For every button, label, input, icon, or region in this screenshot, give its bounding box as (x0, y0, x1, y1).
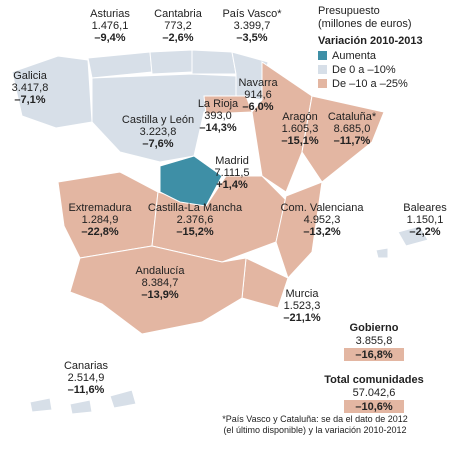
legend: Presupuesto (millones de euros) Variació… (318, 5, 423, 90)
region-budget: 1.523,3 (284, 300, 321, 312)
regions (11, 49, 429, 415)
region-change: –13,9% (141, 289, 179, 301)
cataluna (301, 95, 385, 183)
region-budget: 1.284,9 (82, 214, 119, 226)
total-change: –16,8% (355, 349, 393, 361)
region-name: La Rioja (198, 98, 239, 110)
region-change: –21,1% (283, 312, 321, 324)
region-change: +1,4% (216, 179, 248, 191)
total-name: Total comunidades (324, 374, 423, 386)
legend-change-title: Variación 2010-2013 (318, 35, 423, 47)
region-name: Baleares (403, 202, 447, 214)
region-budget: 4.952,3 (304, 214, 341, 226)
pais-vasco (191, 49, 237, 75)
region-budget: 1.150,1 (407, 214, 444, 226)
region-budget: 3.417,8 (12, 82, 49, 94)
canarias (29, 397, 53, 413)
baleares (397, 225, 429, 247)
legend-item: Aumenta (332, 50, 377, 62)
region-name: Castilla y León (122, 114, 194, 126)
region-change: –7,6% (142, 138, 173, 150)
region-change: –2,6% (162, 32, 193, 44)
region-name: Extremadura (69, 202, 133, 214)
region-change: –9,4% (94, 32, 125, 44)
region-budget: 1.605,3 (282, 123, 319, 135)
region-change: –2,2% (409, 226, 440, 238)
region-change: –11,7% (334, 135, 371, 147)
region-name: Galicia (13, 70, 48, 82)
region-name: Cantabria (154, 8, 203, 20)
region-name: Cataluña* (328, 111, 377, 123)
baleares-2 (375, 247, 389, 259)
total-change-bg (344, 348, 404, 361)
asturias (87, 51, 153, 79)
region-change: –3,5% (236, 32, 267, 44)
legend-item: De 0 a –10% (332, 64, 396, 76)
region-budget: 393,0 (204, 110, 232, 122)
legend-swatch (318, 51, 327, 60)
legend-budget-title: (millones de euros) (318, 18, 412, 30)
total-budget: 57.042,6 (353, 387, 396, 399)
total-budget: 3.855,8 (356, 335, 393, 347)
region-name: Com. Valenciana (281, 202, 365, 214)
region-name: Canarias (64, 360, 109, 372)
region-budget: 914,6 (244, 89, 272, 101)
region-name: Madrid (215, 155, 249, 167)
region-name: País Vasco* (222, 8, 282, 20)
region-name: Murcia (285, 288, 319, 300)
region-name: Castilla-La Mancha (148, 202, 243, 214)
com-valenciana (275, 181, 323, 279)
region-budget: 3.223,8 (140, 126, 177, 138)
footnote: (el último disponible) y la variación 20… (223, 425, 406, 435)
region-budget: 7.111,5 (214, 167, 249, 179)
navarra (231, 51, 269, 101)
madrid (159, 155, 223, 207)
castilla-leon (91, 73, 237, 163)
cantabria (149, 49, 193, 75)
region-budget: 8.685,0 (334, 123, 371, 135)
footnote: *País Vasco y Cataluña: se da el dato de… (222, 414, 407, 424)
region-budget: 2.514,9 (68, 372, 105, 384)
region-change: –22,8% (81, 226, 119, 238)
region-change: –13,2% (303, 226, 341, 238)
murcia (241, 257, 289, 309)
region-change: –14,3% (199, 122, 237, 134)
total-change: –10,6% (355, 401, 393, 413)
region-change: –11,6% (68, 384, 105, 396)
canarias-3 (109, 389, 137, 409)
region-change: –15,1% (281, 135, 319, 147)
region-budget: 2.376,6 (177, 214, 214, 226)
region-change: –7,1% (14, 94, 45, 106)
region-budget: 773,2 (164, 20, 192, 32)
region-budget: 3.399,7 (234, 20, 271, 32)
legend-budget-title: Presupuesto (318, 5, 380, 17)
region-budget: 8.384,7 (142, 277, 179, 289)
region-name: Navarra (238, 77, 278, 89)
andalucia (69, 245, 247, 335)
legend-item: De –10 a –25% (332, 78, 408, 90)
region-change: –15,2% (176, 226, 214, 238)
canarias-2 (69, 399, 93, 415)
legend-swatch (318, 79, 327, 88)
region-name: Asturias (90, 8, 130, 20)
total-name: Gobierno (350, 322, 399, 334)
region-budget: 1.476,1 (92, 20, 129, 32)
region-name: Aragón (282, 111, 317, 123)
total-change-bg (344, 400, 404, 413)
legend-swatch (318, 65, 327, 74)
region-name: Andalucía (136, 265, 186, 277)
region-change: –6,0% (242, 101, 273, 113)
